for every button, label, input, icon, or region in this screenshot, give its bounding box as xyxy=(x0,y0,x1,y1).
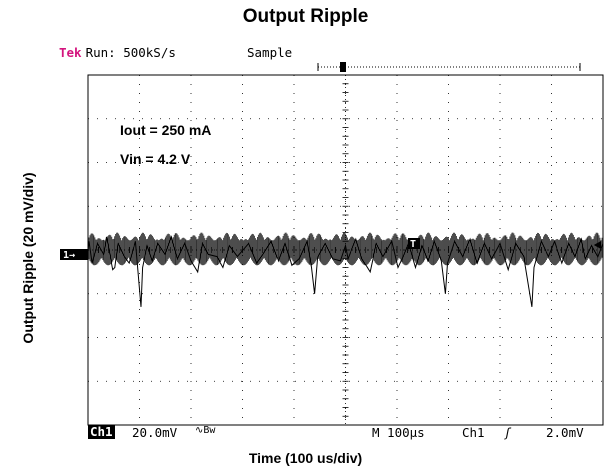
annotation-iout: Iout = 250 mA xyxy=(120,122,211,138)
ch1-marker-label: 1→ xyxy=(63,250,75,261)
annotation-vin: Vin = 4.2 V xyxy=(120,151,191,167)
volts-per-div: 20.0mV xyxy=(132,425,178,440)
ch1-ground-marker: 1→ xyxy=(60,249,88,261)
ripple-trace xyxy=(87,235,604,307)
trigger-marker-label: T xyxy=(410,239,416,250)
trigger-source: Ch1 xyxy=(462,425,485,440)
right-edge-marker xyxy=(594,241,601,249)
channel-label: Ch1 xyxy=(88,424,115,439)
ripple-envelope xyxy=(87,232,604,266)
trigger-level-marker: T xyxy=(408,238,420,250)
scope-header: Tek Run: 500kS/s Sample xyxy=(59,45,292,60)
chart-title: Output Ripple xyxy=(242,6,369,27)
run-status: Run: 500kS/s xyxy=(85,45,176,60)
ripple-envelope-strokes xyxy=(87,232,604,266)
trigger-position-marker xyxy=(317,62,581,72)
acquire-mode: Sample xyxy=(247,45,293,60)
brand-label: Tek xyxy=(59,45,82,60)
timebase: M 100μs xyxy=(372,425,425,440)
y-axis-label: Output Ripple (20 mV/div) xyxy=(12,172,44,343)
trigger-level: 2.0mV xyxy=(546,425,584,440)
scope-status-bar: Ch1 20.0mV ∿Bw M 100μs Ch1 ʃ 2.0mV xyxy=(88,425,608,441)
trigger-slope: ʃ xyxy=(504,425,512,440)
bandwidth-limit: ∿Bw xyxy=(195,425,216,436)
x-axis-label: Time (100 us/div) xyxy=(248,450,363,466)
y-axis-label-text: Output Ripple (20 mV/div) xyxy=(20,172,36,344)
